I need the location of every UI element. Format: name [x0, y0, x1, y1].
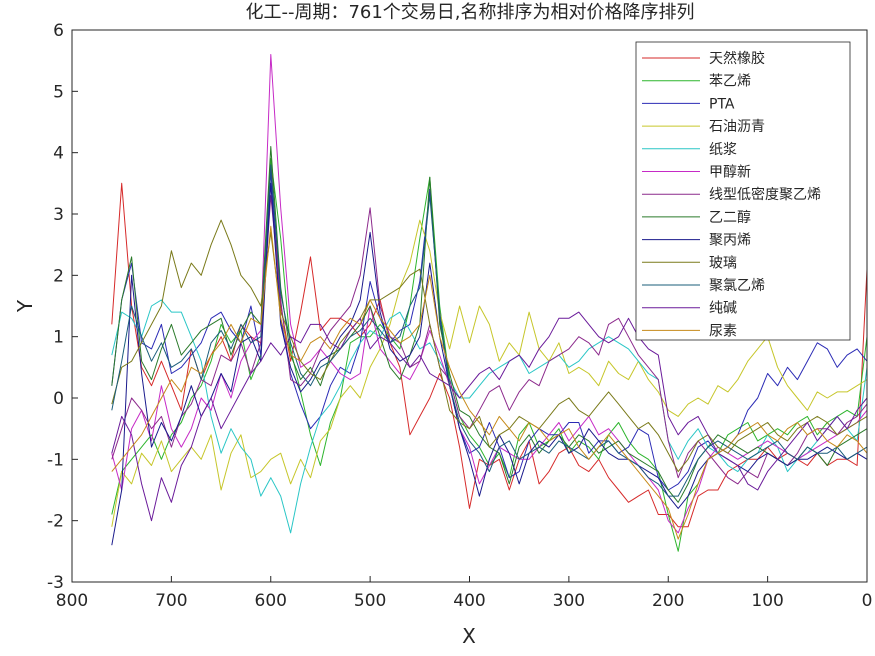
- legend-label: 苯乙烯: [709, 73, 751, 90]
- x-tick-label: 800: [56, 591, 88, 611]
- legend-label: 尿素: [709, 323, 737, 339]
- x-axis-label: X: [462, 624, 476, 648]
- x-axis: 800 700 600 500 400 300 200 100 0: [56, 576, 873, 611]
- series-line: [111, 225, 868, 540]
- series-line: [111, 311, 868, 522]
- series-line: [111, 219, 868, 473]
- legend-label: 石油沥青: [709, 119, 765, 135]
- x-tick-label: 400: [453, 591, 485, 611]
- series-line: [111, 164, 868, 497]
- x-tick-label: 300: [553, 591, 585, 611]
- chart-title: 化工--周期：761个交易日,名称排序为相对价格降序排列: [245, 2, 694, 23]
- legend-label: 聚氯乙烯: [709, 278, 765, 294]
- legend-label: 纸浆: [709, 142, 737, 158]
- legend-label: 线型低密度聚乙烯: [709, 186, 821, 203]
- legend-label: 乙二醇: [709, 209, 751, 226]
- y-tick-label: 4: [53, 144, 64, 164]
- series-line: [111, 195, 868, 485]
- legend-box: [635, 41, 851, 341]
- x-tick-label: 500: [354, 591, 386, 611]
- y-tick-label: 2: [53, 266, 64, 286]
- y-axis-label: Y: [13, 299, 37, 313]
- y-tick-label: 0: [53, 389, 64, 409]
- y-tick-label: 6: [53, 21, 64, 41]
- x-tick-label: 100: [751, 591, 783, 611]
- legend-label: 纯碱: [709, 301, 737, 317]
- y-tick-label: 1: [53, 328, 64, 348]
- x-tick-label: 700: [155, 591, 187, 611]
- x-tick-label: 0: [862, 591, 873, 611]
- y-tick-label: 3: [53, 205, 64, 225]
- y-tick-label: -3: [47, 573, 64, 593]
- y-tick-label: -1: [47, 450, 64, 470]
- legend-label: 玻璃: [709, 254, 737, 271]
- legend-label: 甲醇新: [709, 164, 751, 181]
- legend-label: 聚丙烯: [709, 233, 751, 249]
- series-line: [111, 182, 868, 546]
- series-line: [111, 54, 868, 534]
- legend-label: 天然橡胶: [709, 50, 765, 67]
- x-tick-label: 600: [255, 591, 287, 611]
- x-tick-label: 200: [652, 591, 684, 611]
- y-axis: -3 -2 -1 0 1 2 3 4 5 6: [47, 21, 78, 593]
- legend-label: PTA: [709, 96, 735, 112]
- y-tick-label: 5: [53, 82, 64, 102]
- y-tick-label: -2: [47, 512, 64, 532]
- series-layer: [111, 54, 868, 552]
